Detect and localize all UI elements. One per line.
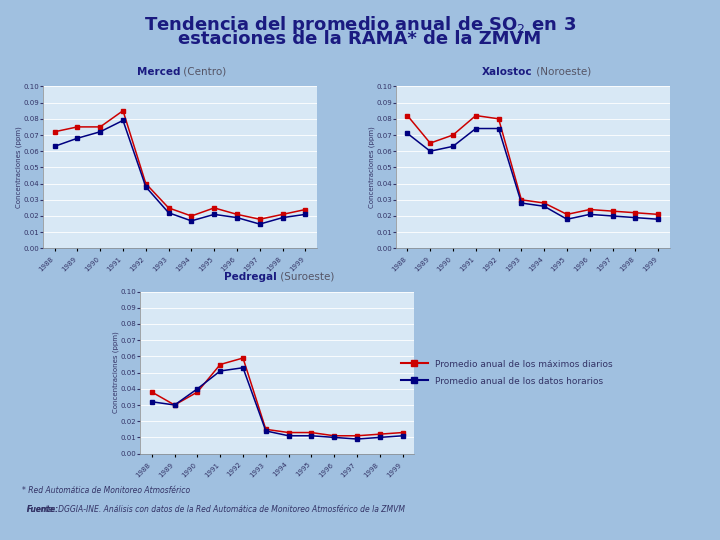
Y-axis label: Concentraciones (ppm): Concentraciones (ppm) xyxy=(15,126,22,208)
Text: (Suroeste): (Suroeste) xyxy=(277,272,335,282)
Text: Merced: Merced xyxy=(137,66,180,77)
Text: (Centro): (Centro) xyxy=(180,66,226,77)
Text: Pedregal: Pedregal xyxy=(225,272,277,282)
Legend: Promedio anual de los máximos diarios, Promedio anual de los datos horarios: Promedio anual de los máximos diarios, P… xyxy=(400,359,613,386)
Text: Fuente: DGGIA-INE. Análisis con datos de la Red Automática de Monitoreo Atmosfér: Fuente: DGGIA-INE. Análisis con datos de… xyxy=(22,505,405,514)
Text: Tendencia del promedio anual de SO$_2$ en 3: Tendencia del promedio anual de SO$_2$ e… xyxy=(144,14,576,36)
Text: * Red Automática de Monitoreo Atmosférico: * Red Automática de Monitoreo Atmosféric… xyxy=(22,486,190,495)
Text: estaciones de la RAMA* de la ZMVM: estaciones de la RAMA* de la ZMVM xyxy=(179,30,541,48)
Y-axis label: Concentraciones (ppm): Concentraciones (ppm) xyxy=(368,126,374,208)
Y-axis label: Concentraciones (ppm): Concentraciones (ppm) xyxy=(112,332,119,414)
Text: (Noroeste): (Noroeste) xyxy=(533,66,591,77)
Text: Xalostoc: Xalostoc xyxy=(482,66,533,77)
Text: Fuente:: Fuente: xyxy=(27,505,59,514)
